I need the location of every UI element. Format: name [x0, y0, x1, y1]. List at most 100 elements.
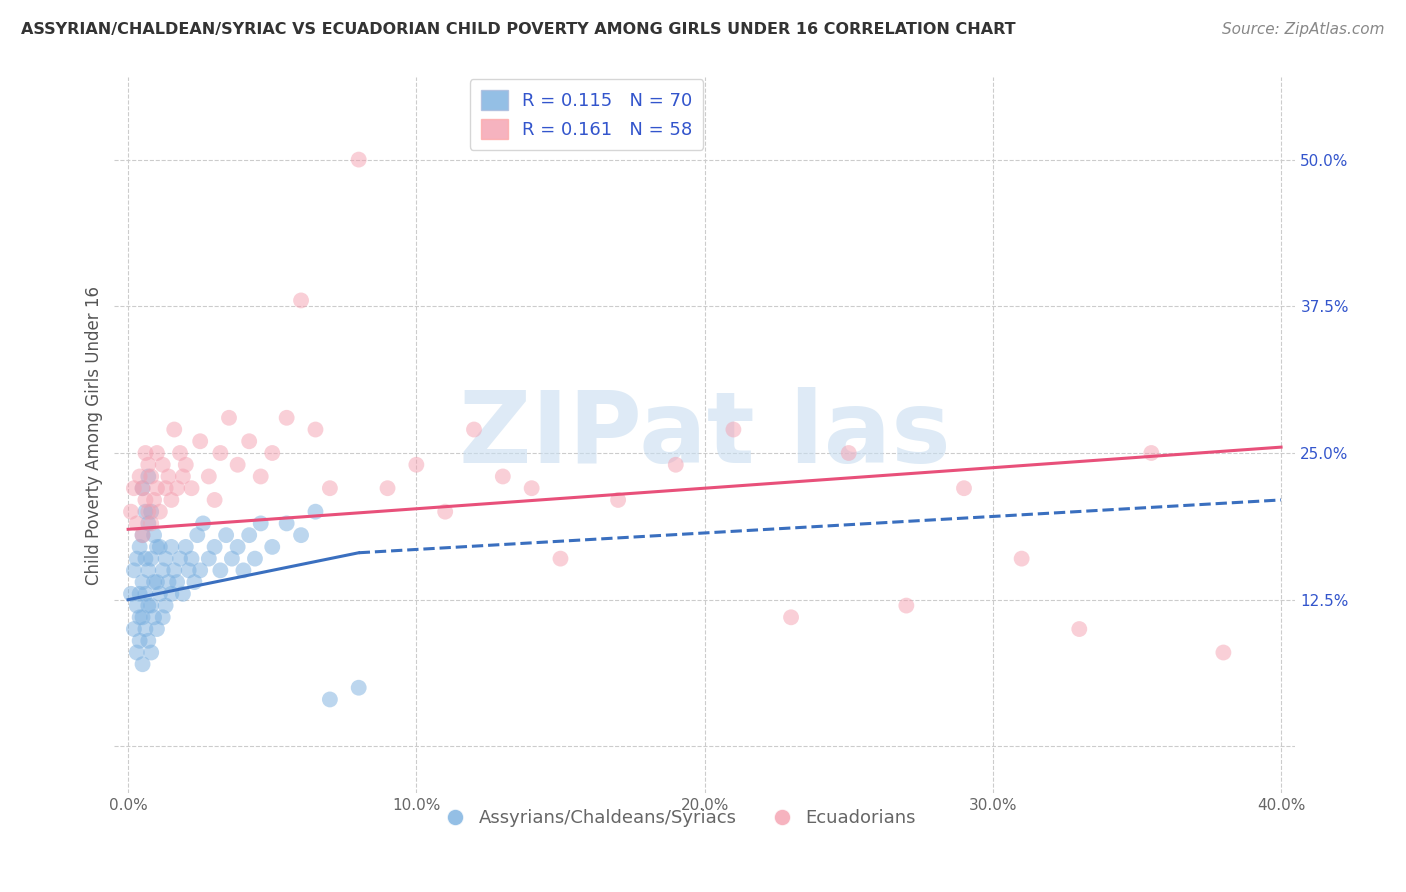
- Point: [1069, 622, 1091, 636]
- Point: [238, 528, 260, 542]
- Point: [188, 434, 211, 449]
- Point: [1212, 646, 1234, 660]
- Point: [128, 633, 150, 648]
- Point: [215, 528, 238, 542]
- Point: [1140, 446, 1163, 460]
- Point: [143, 575, 166, 590]
- Point: [131, 481, 153, 495]
- Point: [226, 540, 249, 554]
- Point: [166, 481, 188, 495]
- Point: [136, 505, 159, 519]
- Point: [128, 610, 150, 624]
- Point: [143, 610, 166, 624]
- Point: [122, 481, 145, 495]
- Point: [434, 505, 457, 519]
- Point: [152, 458, 174, 472]
- Point: [226, 458, 249, 472]
- Point: [249, 516, 271, 531]
- Point: [157, 575, 180, 590]
- Point: [131, 610, 153, 624]
- Point: [180, 481, 202, 495]
- Point: [166, 575, 188, 590]
- Point: [198, 551, 221, 566]
- Point: [134, 492, 156, 507]
- Point: [607, 492, 630, 507]
- Point: [276, 516, 298, 531]
- Point: [128, 469, 150, 483]
- Text: ZIPat las: ZIPat las: [458, 387, 950, 483]
- Point: [492, 469, 515, 483]
- Point: [134, 446, 156, 460]
- Point: [125, 599, 148, 613]
- Point: [136, 563, 159, 577]
- Y-axis label: Child Poverty Among Girls Under 16: Child Poverty Among Girls Under 16: [86, 286, 103, 585]
- Point: [152, 610, 174, 624]
- Point: [243, 551, 266, 566]
- Point: [125, 516, 148, 531]
- Point: [152, 563, 174, 577]
- Point: [520, 481, 543, 495]
- Point: [180, 551, 202, 566]
- Point: [405, 458, 427, 472]
- Point: [172, 469, 194, 483]
- Point: [177, 563, 200, 577]
- Point: [146, 446, 169, 460]
- Point: [134, 587, 156, 601]
- Point: [141, 599, 163, 613]
- Point: [141, 516, 163, 531]
- Point: [134, 622, 156, 636]
- Point: [136, 469, 159, 483]
- Point: [143, 492, 166, 507]
- Point: [160, 587, 183, 601]
- Point: [120, 587, 142, 601]
- Point: [262, 446, 284, 460]
- Point: [146, 540, 169, 554]
- Point: [262, 540, 284, 554]
- Point: [160, 492, 183, 507]
- Point: [249, 469, 271, 483]
- Point: [550, 551, 572, 566]
- Point: [120, 505, 142, 519]
- Point: [347, 681, 370, 695]
- Point: [155, 481, 177, 495]
- Point: [146, 575, 169, 590]
- Text: Source: ZipAtlas.com: Source: ZipAtlas.com: [1222, 22, 1385, 37]
- Point: [169, 446, 191, 460]
- Point: [131, 528, 153, 542]
- Point: [218, 410, 240, 425]
- Point: [149, 505, 172, 519]
- Point: [377, 481, 399, 495]
- Point: [191, 516, 214, 531]
- Point: [290, 293, 312, 308]
- Point: [186, 528, 208, 542]
- Point: [122, 563, 145, 577]
- Point: [172, 587, 194, 601]
- Point: [896, 599, 918, 613]
- Point: [128, 540, 150, 554]
- Point: [141, 551, 163, 566]
- Point: [221, 551, 243, 566]
- Point: [128, 587, 150, 601]
- Point: [665, 458, 688, 472]
- Point: [141, 505, 163, 519]
- Point: [188, 563, 211, 577]
- Point: [136, 599, 159, 613]
- Point: [780, 610, 803, 624]
- Point: [304, 505, 326, 519]
- Point: [174, 540, 197, 554]
- Point: [155, 551, 177, 566]
- Point: [174, 458, 197, 472]
- Point: [157, 469, 180, 483]
- Point: [169, 551, 191, 566]
- Legend: Assyrians/Chaldeans/Syriacs, Ecuadorians: Assyrians/Chaldeans/Syriacs, Ecuadorians: [439, 802, 922, 834]
- Point: [276, 410, 298, 425]
- Point: [134, 551, 156, 566]
- Point: [155, 599, 177, 613]
- Point: [953, 481, 976, 495]
- Point: [141, 646, 163, 660]
- Point: [136, 633, 159, 648]
- Point: [723, 423, 745, 437]
- Point: [122, 622, 145, 636]
- Point: [347, 153, 370, 167]
- Point: [319, 481, 342, 495]
